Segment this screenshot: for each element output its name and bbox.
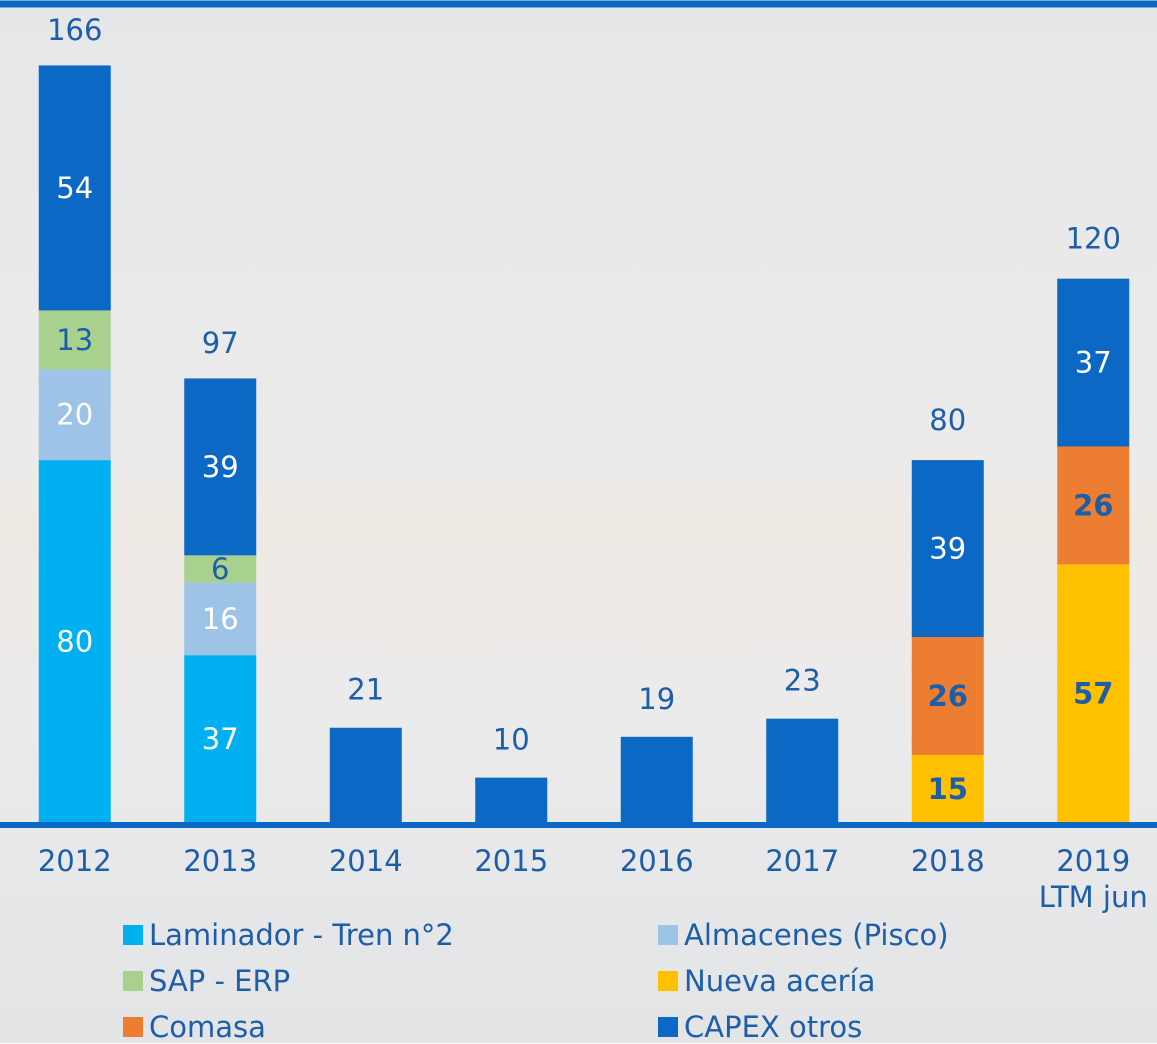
total-label: 166 <box>47 13 102 47</box>
x-tick-label: 2014 <box>293 843 438 879</box>
legend-entry: CAPEX otros <box>658 1010 862 1044</box>
legend-label: Laminador - Tren n°2 <box>149 918 454 952</box>
value-label: 23 <box>784 664 821 698</box>
total-label: 120 <box>1066 222 1121 256</box>
legend-label: Almacenes (Pisco) <box>684 918 949 952</box>
value-label: 15 <box>928 772 968 806</box>
legend-swatch <box>658 1017 678 1037</box>
value-label: 80 <box>56 625 93 659</box>
legend-entry: SAP - ERP <box>123 964 290 998</box>
value-label: 37 <box>202 722 239 756</box>
legend-entry: Comasa <box>123 1010 266 1044</box>
value-label: 57 <box>1073 677 1113 711</box>
value-label: 26 <box>928 679 968 713</box>
legend-entry: Almacenes (Pisco) <box>658 918 949 952</box>
value-label: 20 <box>56 398 93 432</box>
bar-segment <box>330 728 402 823</box>
legend-label: SAP - ERP <box>149 964 290 998</box>
x-tick-label: 2016 <box>584 843 729 879</box>
legend-swatch <box>123 971 143 991</box>
legend-entry: Laminador - Tren n°2 <box>123 918 454 952</box>
legend-swatch <box>658 971 678 991</box>
legend-label: Comasa <box>149 1010 266 1044</box>
value-label: 10 <box>493 723 530 757</box>
legend-label: Nueva acería <box>684 964 875 998</box>
x-tick-label: 2013 <box>148 843 293 879</box>
chart: 8020135416637166399721101923152639805726… <box>0 0 1157 1043</box>
x-tick-label: 2017 <box>730 843 875 879</box>
value-label: 39 <box>929 532 966 566</box>
value-label: 54 <box>56 171 93 205</box>
value-label: 13 <box>56 323 93 357</box>
bar-segment <box>766 719 838 823</box>
legend-swatch <box>123 925 143 945</box>
x-tick-label: 2018 <box>875 843 1020 879</box>
total-label: 80 <box>929 403 966 437</box>
legend-swatch <box>123 1017 143 1037</box>
legend-entry: Nueva acería <box>658 964 875 998</box>
value-label: 21 <box>347 673 384 707</box>
x-tick-label: 2012 <box>2 843 147 879</box>
legend-label: CAPEX otros <box>684 1010 862 1044</box>
total-label: 97 <box>202 326 239 360</box>
value-label: 26 <box>1073 488 1113 522</box>
value-label: 39 <box>202 450 239 484</box>
value-label: 16 <box>202 602 239 636</box>
value-label: 37 <box>1075 346 1112 380</box>
legend-swatch <box>658 925 678 945</box>
value-label: 6 <box>211 552 229 586</box>
bar-segment <box>621 737 693 823</box>
x-tick-label: 2015 <box>439 843 584 879</box>
value-label: 19 <box>638 682 675 716</box>
plot: 8020135416637166399721101923152639805726… <box>0 0 1157 1043</box>
bar-segment <box>475 778 547 823</box>
x-tick-label: 2019 LTM jun <box>1021 843 1157 915</box>
